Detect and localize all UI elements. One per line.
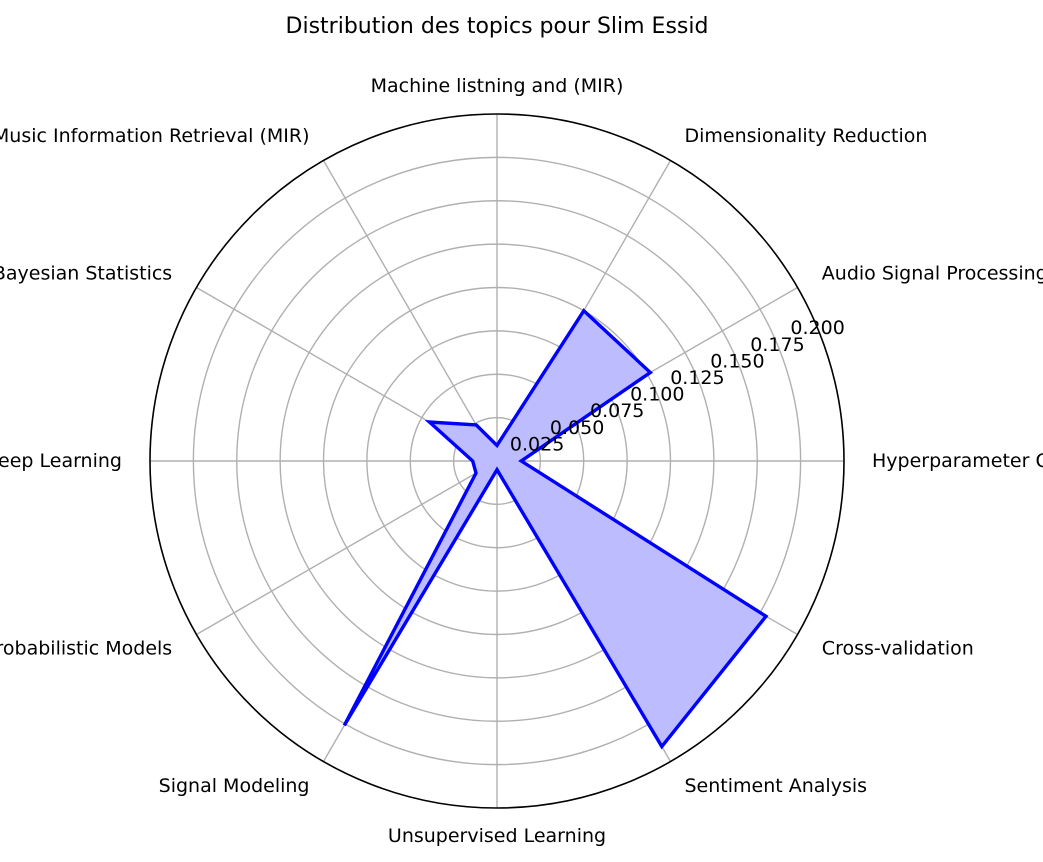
category-label-7: Signal Modeling: [159, 775, 310, 797]
category-label-6: Unsupervised Learning: [388, 825, 606, 847]
category-label-2: Audio Signal Processing: [822, 263, 1043, 285]
data-area: [342, 308, 769, 750]
radial-tick-4: 0.125: [670, 367, 724, 389]
radial-tick-6: 0.175: [750, 334, 804, 356]
category-label-4: Cross-validation: [822, 638, 974, 660]
category-label-10: Bayesian Statistics: [0, 263, 172, 285]
grid-spoke-8: [196, 460, 498, 636]
category-label-11: Machine Listening and Music Information …: [0, 125, 310, 147]
category-label-0: Machine listning and (MIR): [371, 75, 624, 97]
category-label-8: Probabilistic Models: [0, 638, 172, 660]
polar-frame: [149, 113, 845, 809]
radial-tick-0: 0.025: [510, 433, 564, 455]
radial-tick-5: 0.150: [710, 350, 764, 372]
series-fill-0: [344, 310, 766, 747]
category-label-9: Deep Learning: [0, 450, 122, 472]
grid-spoke-11: [322, 160, 498, 462]
category-labels: Machine listning and (MIR) Dimensionality…: [0, 75, 1043, 847]
category-label-1: Dimensionality Reduction: [685, 125, 928, 147]
category-label-5: Sentiment Analysis: [685, 775, 868, 797]
radial-tick-1: 0.050: [550, 417, 604, 439]
radial-tick-7: 0.200: [790, 317, 844, 339]
radial-tick-2: 0.075: [590, 400, 644, 422]
chart-title: Distribution des topics pour Slim Essid: [286, 14, 709, 39]
radial-tick-3: 0.100: [630, 384, 684, 406]
category-label-3: Hyperparameter Optimization: [872, 450, 1043, 472]
